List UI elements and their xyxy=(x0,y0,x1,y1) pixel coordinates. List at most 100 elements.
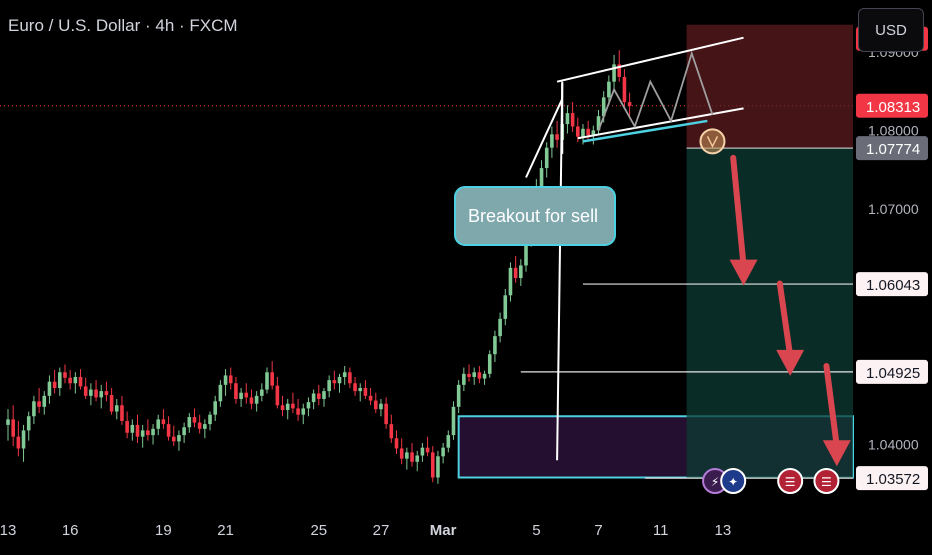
candle xyxy=(265,367,269,394)
candle xyxy=(405,447,409,470)
pattern-zigzag xyxy=(597,50,714,131)
candle-body xyxy=(32,401,36,417)
candle xyxy=(353,376,357,396)
candle xyxy=(399,438,404,465)
candle xyxy=(11,405,15,447)
candle xyxy=(317,384,321,406)
candle xyxy=(223,369,228,396)
arrow-head xyxy=(822,440,851,467)
candle xyxy=(249,389,254,410)
candle-body xyxy=(570,113,575,127)
arrow-head xyxy=(729,259,758,286)
candle-body xyxy=(436,456,440,478)
candle-body xyxy=(306,402,311,409)
candle xyxy=(32,395,36,425)
candle xyxy=(550,126,554,158)
candle xyxy=(254,391,259,412)
symbol-title: Euro / U.S. Dollar · 4h · FXCM xyxy=(8,16,238,35)
event-badge xyxy=(777,468,804,494)
currency-button[interactable]: USD xyxy=(858,8,924,52)
price-label-target: 1.03572 xyxy=(856,466,928,491)
candle-body xyxy=(550,134,554,148)
candle-body xyxy=(239,392,243,399)
candle xyxy=(327,375,331,398)
candle xyxy=(6,409,10,441)
candle-body xyxy=(472,372,476,377)
candle xyxy=(544,142,549,178)
candle-body xyxy=(591,130,596,136)
candle xyxy=(135,414,140,443)
x-tick-label: 7 xyxy=(594,522,602,539)
candle xyxy=(627,92,632,117)
candle xyxy=(425,436,430,457)
event-glyph: ✦ xyxy=(728,475,738,489)
candle xyxy=(94,380,98,402)
candle-body xyxy=(477,372,482,379)
event-glyph: ⚡ xyxy=(711,475,719,489)
candle xyxy=(47,375,52,404)
candle xyxy=(311,389,316,410)
candle-body xyxy=(244,392,249,398)
wedge-upper-line xyxy=(556,36,744,83)
candle-body xyxy=(182,427,186,436)
candle-body xyxy=(280,405,285,410)
sell-arrow-1 xyxy=(729,154,758,286)
candle xyxy=(586,120,590,142)
price-label-target: 1.04925 xyxy=(856,359,928,384)
candle xyxy=(285,398,290,420)
candle xyxy=(260,383,264,402)
candle xyxy=(519,259,523,286)
price-label-entry: 1.07774 xyxy=(856,136,928,161)
candle-body xyxy=(607,81,611,98)
price-label-box xyxy=(856,359,928,384)
candle xyxy=(467,364,471,382)
candle-body xyxy=(358,387,363,392)
candle-body xyxy=(156,419,161,429)
candle-body xyxy=(63,372,67,378)
candle xyxy=(617,50,622,82)
candle xyxy=(384,397,388,429)
candle xyxy=(296,398,300,421)
candle-body xyxy=(301,408,306,415)
breakout-check-icon xyxy=(706,136,719,149)
x-tick-label: 11 xyxy=(653,522,669,539)
candle xyxy=(498,312,502,343)
candle-body xyxy=(519,265,523,279)
candle-body xyxy=(524,240,528,266)
candle-body xyxy=(260,389,264,396)
candle-body xyxy=(166,424,171,437)
candle xyxy=(373,392,378,414)
candle-body xyxy=(487,354,492,374)
candle xyxy=(379,398,383,417)
candle xyxy=(565,105,570,134)
candle xyxy=(410,442,414,467)
candle xyxy=(555,120,559,148)
candle-body xyxy=(6,419,10,425)
candle xyxy=(208,411,212,431)
candle xyxy=(570,102,575,132)
candle-body xyxy=(581,128,585,137)
candle xyxy=(451,401,456,440)
candle-body xyxy=(544,147,549,169)
candle-body xyxy=(332,380,337,384)
candle-body xyxy=(104,391,109,396)
candle xyxy=(104,381,109,402)
candle-body xyxy=(197,422,202,429)
candle xyxy=(456,380,461,414)
candle-body xyxy=(612,64,616,82)
candle xyxy=(430,446,435,483)
candle-body xyxy=(420,447,425,456)
breakout-trend-line xyxy=(556,81,564,461)
candle-body xyxy=(89,389,93,396)
candle-body xyxy=(317,393,321,399)
candle-body xyxy=(177,435,181,442)
candle-body xyxy=(270,372,274,386)
candle xyxy=(171,425,176,447)
candle xyxy=(78,369,83,390)
candle-body xyxy=(254,395,259,404)
candle-body xyxy=(192,417,197,423)
candle-body xyxy=(503,295,508,319)
x-tick-label: 21 xyxy=(217,522,234,539)
